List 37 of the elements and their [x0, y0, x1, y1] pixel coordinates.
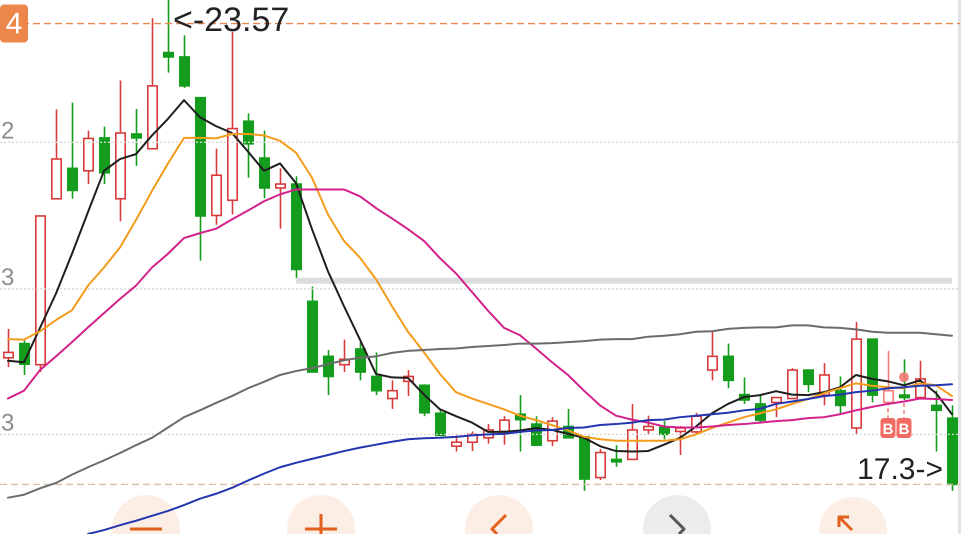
annotation: 3 [1, 264, 14, 292]
candlestick [323, 349, 334, 396]
candlestick [227, 31, 238, 216]
annotation: 3 [1, 409, 14, 436]
candlestick [947, 404, 958, 492]
candlestick [339, 338, 350, 373]
candlestick [99, 126, 110, 185]
candlestick [115, 80, 126, 222]
candlestick [67, 102, 78, 200]
candlestick [643, 414, 654, 436]
annotation: B [882, 420, 894, 438]
candlestick [179, 34, 190, 89]
candlestick [387, 380, 398, 410]
annotation: 2 [1, 117, 14, 144]
annotation: 4 [6, 7, 22, 40]
candlestick [371, 352, 382, 396]
candlestick [819, 362, 830, 406]
candlestick [259, 130, 270, 200]
candlestick [291, 175, 302, 280]
candlestick [211, 148, 222, 226]
candlestick [499, 415, 510, 446]
b-tag: B [896, 372, 912, 438]
candlestick [131, 108, 142, 167]
candlestick [611, 444, 622, 468]
candlestick [931, 390, 942, 452]
candlestick [163, 0, 174, 74]
candlestick [547, 416, 558, 447]
candlestick [403, 369, 414, 397]
annotation: B [898, 420, 910, 438]
candlestick [83, 130, 94, 185]
candlestick [483, 423, 494, 444]
annotation: 17.3-> [857, 452, 943, 486]
candlestick [851, 321, 862, 436]
candlestick [3, 328, 14, 368]
candlestick [723, 342, 734, 390]
candlestick [707, 330, 718, 382]
candlestick [275, 168, 286, 230]
